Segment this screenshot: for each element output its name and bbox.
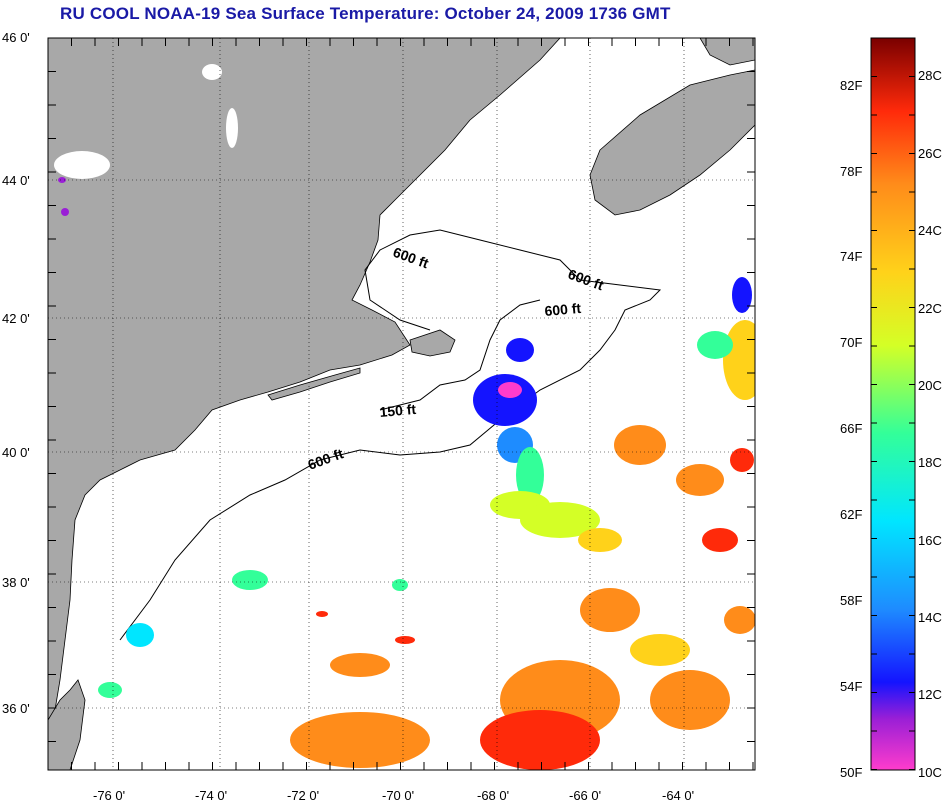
colorbar-fahrenheit-label: 50F — [840, 765, 862, 780]
lake — [202, 64, 222, 80]
colorbar-fahrenheit-label: 62F — [840, 507, 862, 522]
depth-contour-600ft — [119, 229, 662, 641]
depth-label: 600 ft — [544, 300, 582, 319]
lon-tick-label: -70 0' — [382, 788, 414, 803]
lake — [226, 108, 238, 148]
sst-patches — [58, 177, 755, 770]
colorbar-ticks — [871, 37, 915, 770]
colorbar-fahrenheit-label: 78F — [840, 164, 862, 179]
colorbar-fahrenheit-label: 66F — [840, 421, 862, 436]
lat-tick-label: 40 0' — [2, 445, 30, 460]
lat-tick-label: 46 0' — [2, 30, 30, 45]
colorbar-celsius-label: 24C — [918, 223, 942, 238]
depth-contour-150ft — [379, 299, 541, 411]
colorbar-celsius-label: 18C — [918, 455, 942, 470]
lon-tick-label: -74 0' — [195, 788, 227, 803]
map-frame — [47, 37, 756, 771]
land-nova-scotia — [589, 69, 755, 216]
lake-ontario — [54, 151, 110, 179]
colorbar-celsius-label: 12C — [918, 687, 942, 702]
colorbar-fahrenheit-label: 58F — [840, 593, 862, 608]
colorbar-fahrenheit-label: 82F — [840, 78, 862, 93]
colorbar-celsius-label: 22C — [918, 301, 942, 316]
lon-tick-label: -72 0' — [287, 788, 319, 803]
lat-tick-label: 38 0' — [2, 575, 30, 590]
land-cape-cod — [409, 329, 456, 357]
colorbar-fahrenheit-label: 54F — [840, 679, 862, 694]
lat-tick-label: 42 0' — [2, 311, 30, 326]
colorbar-celsius-label: 16C — [918, 533, 942, 548]
depth-label: 150 ft — [379, 401, 417, 420]
frame-ticks — [47, 37, 755, 770]
lat-tick-label: 44 0' — [2, 173, 30, 188]
colorbar-celsius-label: 20C — [918, 378, 942, 393]
land-long-island — [267, 367, 361, 401]
lon-tick-label: -68 0' — [477, 788, 509, 803]
colorbar-celsius-label: 14C — [918, 610, 942, 625]
lon-tick-label: -64 0' — [662, 788, 694, 803]
colorbar-celsius-label: 26C — [918, 146, 942, 161]
colorbar — [870, 37, 916, 771]
colorbar-celsius-label: 28C — [918, 68, 942, 83]
colorbar-celsius-label: 10C — [918, 765, 942, 780]
map-title: RU COOL NOAA-19 Sea Surface Temperature:… — [60, 4, 671, 23]
land-us-east-coast — [48, 38, 561, 721]
land-newfoundland-east — [699, 38, 755, 66]
colorbar-fahrenheit-label: 70F — [840, 335, 862, 350]
lat-tick-label: 36 0' — [2, 701, 30, 716]
colorbar-fahrenheit-label: 74F — [840, 249, 862, 264]
lon-tick-label: -66 0' — [569, 788, 601, 803]
land-delmarva — [48, 679, 86, 770]
lon-tick-label: -76 0' — [93, 788, 125, 803]
